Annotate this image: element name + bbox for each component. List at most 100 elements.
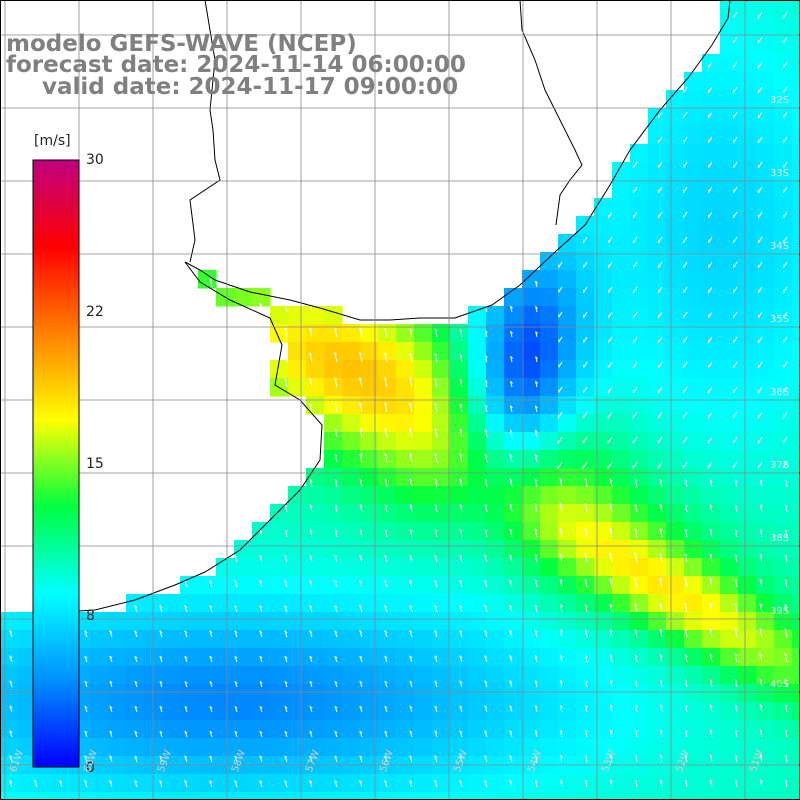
wind-arrow bbox=[534, 755, 538, 763]
wind-cell bbox=[576, 558, 595, 577]
wind-cell bbox=[792, 702, 800, 721]
wind-arrow bbox=[559, 779, 563, 788]
wind-arrow-head bbox=[334, 453, 338, 457]
wind-cell bbox=[432, 774, 451, 793]
wind-arrow bbox=[782, 186, 788, 194]
wind-cell bbox=[486, 738, 505, 757]
wind-arrow bbox=[709, 779, 713, 788]
wind-cell bbox=[792, 378, 800, 397]
wind-arrow-head bbox=[484, 730, 488, 734]
wind-cell bbox=[756, 504, 775, 523]
wind-arrow-head bbox=[434, 630, 438, 633]
wind-arrow bbox=[534, 705, 538, 713]
wind-arrow bbox=[334, 580, 338, 588]
wind-arrow bbox=[759, 704, 763, 713]
wind-arrow bbox=[284, 352, 288, 363]
wind-cell bbox=[414, 576, 433, 595]
wind-cell bbox=[270, 540, 289, 559]
wind-cell bbox=[360, 612, 379, 631]
wind-cell bbox=[558, 432, 577, 451]
wind-arrow bbox=[657, 361, 663, 369]
wind-cell bbox=[432, 594, 451, 613]
wind-cell bbox=[576, 720, 595, 739]
wind-arrow-head bbox=[584, 754, 588, 758]
wind-arrow-head bbox=[509, 755, 513, 758]
wind-cell bbox=[234, 738, 253, 757]
wind-cell bbox=[360, 378, 379, 397]
wind-arrow-head bbox=[484, 453, 488, 457]
wind-cell bbox=[360, 324, 379, 343]
wind-cell bbox=[666, 432, 685, 451]
wind-arrow-head bbox=[359, 730, 363, 734]
wind-cell bbox=[756, 414, 775, 433]
wind-arrow bbox=[359, 377, 363, 388]
wind-cell bbox=[792, 414, 800, 433]
wind-cell bbox=[792, 648, 800, 667]
wind-cell bbox=[666, 468, 685, 487]
wind-arrow bbox=[609, 654, 613, 663]
wind-arrow-head bbox=[584, 679, 588, 683]
wind-cell bbox=[504, 324, 523, 343]
wind-cell bbox=[630, 324, 649, 343]
wind-arrow bbox=[234, 780, 238, 788]
wind-arrow bbox=[334, 605, 338, 613]
wind-cell bbox=[288, 504, 307, 523]
wind-cell bbox=[558, 378, 577, 397]
wind-arrow bbox=[632, 461, 638, 469]
wind-arrow-head bbox=[559, 478, 563, 482]
wind-cell bbox=[108, 720, 127, 739]
wind-arrow-head bbox=[384, 755, 388, 759]
wind-arrow-head bbox=[509, 579, 513, 583]
wind-arrow bbox=[483, 554, 488, 563]
wind-arrow bbox=[607, 361, 613, 369]
wind-cell bbox=[576, 684, 595, 703]
wind-cell bbox=[594, 432, 613, 451]
wind-cell bbox=[756, 378, 775, 397]
wind-cell bbox=[234, 774, 253, 793]
wind-arrow bbox=[782, 111, 788, 119]
wind-arrow-head bbox=[659, 654, 663, 658]
wind-cell bbox=[162, 720, 181, 739]
wind-arrow-head bbox=[734, 479, 738, 483]
wind-arrow-head bbox=[659, 479, 663, 482]
wind-arrow bbox=[184, 605, 188, 613]
wind-arrow-head bbox=[534, 528, 538, 532]
wind-arrow-head bbox=[709, 602, 713, 606]
wind-cell bbox=[108, 684, 127, 703]
wind-arrow bbox=[634, 704, 638, 713]
wind-arrow-head bbox=[534, 553, 538, 557]
wind-arrow bbox=[459, 630, 463, 638]
wind-arrow bbox=[607, 411, 613, 419]
wind-arrow bbox=[134, 780, 138, 788]
wind-cell bbox=[468, 612, 487, 631]
wind-cell bbox=[450, 774, 469, 793]
wind-cell bbox=[594, 594, 613, 613]
wind-cell bbox=[468, 792, 487, 800]
wind-arrow bbox=[309, 327, 313, 338]
wind-cell bbox=[594, 450, 613, 469]
wind-cell bbox=[774, 648, 793, 667]
wind-arrow-head bbox=[34, 780, 38, 783]
wind-cell bbox=[90, 666, 109, 685]
wind-cell bbox=[738, 162, 757, 181]
wind-arrow bbox=[384, 402, 388, 413]
wind-arrow bbox=[259, 755, 263, 763]
wind-cell bbox=[486, 342, 505, 361]
wind-cell bbox=[666, 342, 685, 361]
wind-cell bbox=[702, 234, 721, 253]
wind-arrow bbox=[558, 261, 563, 268]
lat-label: 34S bbox=[770, 241, 790, 252]
wind-arrow bbox=[759, 679, 763, 688]
wind-arrow bbox=[459, 580, 463, 588]
wind-cell bbox=[522, 612, 541, 631]
wind-cell bbox=[666, 576, 685, 595]
wind-arrow-head bbox=[759, 754, 763, 758]
wind-cell bbox=[576, 738, 595, 757]
wind-cell bbox=[648, 270, 667, 289]
wind-arrow-head bbox=[59, 780, 63, 783]
wind-cell bbox=[0, 720, 19, 739]
wind-arrow-head bbox=[559, 527, 563, 531]
wind-arrow bbox=[334, 529, 338, 538]
wind-cell bbox=[774, 0, 793, 19]
wind-arrow bbox=[334, 327, 338, 338]
